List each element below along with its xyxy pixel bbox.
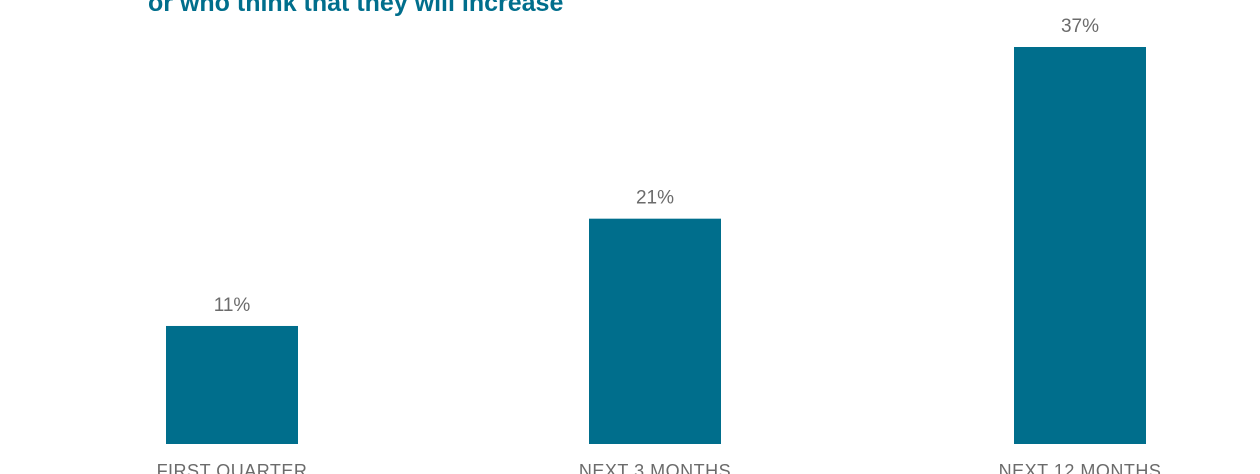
value-label-3: 37% [1061, 16, 1099, 37]
bars-layer [166, 47, 1146, 444]
category-label-2: NEXT 3 MONTHS [579, 461, 731, 474]
category-label-3: NEXT 12 MONTHS [999, 461, 1162, 474]
bar-1 [166, 325, 298, 444]
value-labels-layer: 11% 21% 37% [214, 16, 1099, 316]
category-label-1: FIRST QUARTER [157, 461, 308, 474]
bar-3 [1014, 47, 1146, 444]
bar-2 [589, 218, 721, 444]
category-labels-layer: FIRST QUARTER NEXT 3 MONTHS NEXT 12 MONTHS [157, 461, 1162, 474]
chart-title: or who think that they will increase [148, 0, 564, 17]
value-label-1: 11% [214, 295, 251, 316]
value-label-2: 21% [636, 188, 674, 209]
